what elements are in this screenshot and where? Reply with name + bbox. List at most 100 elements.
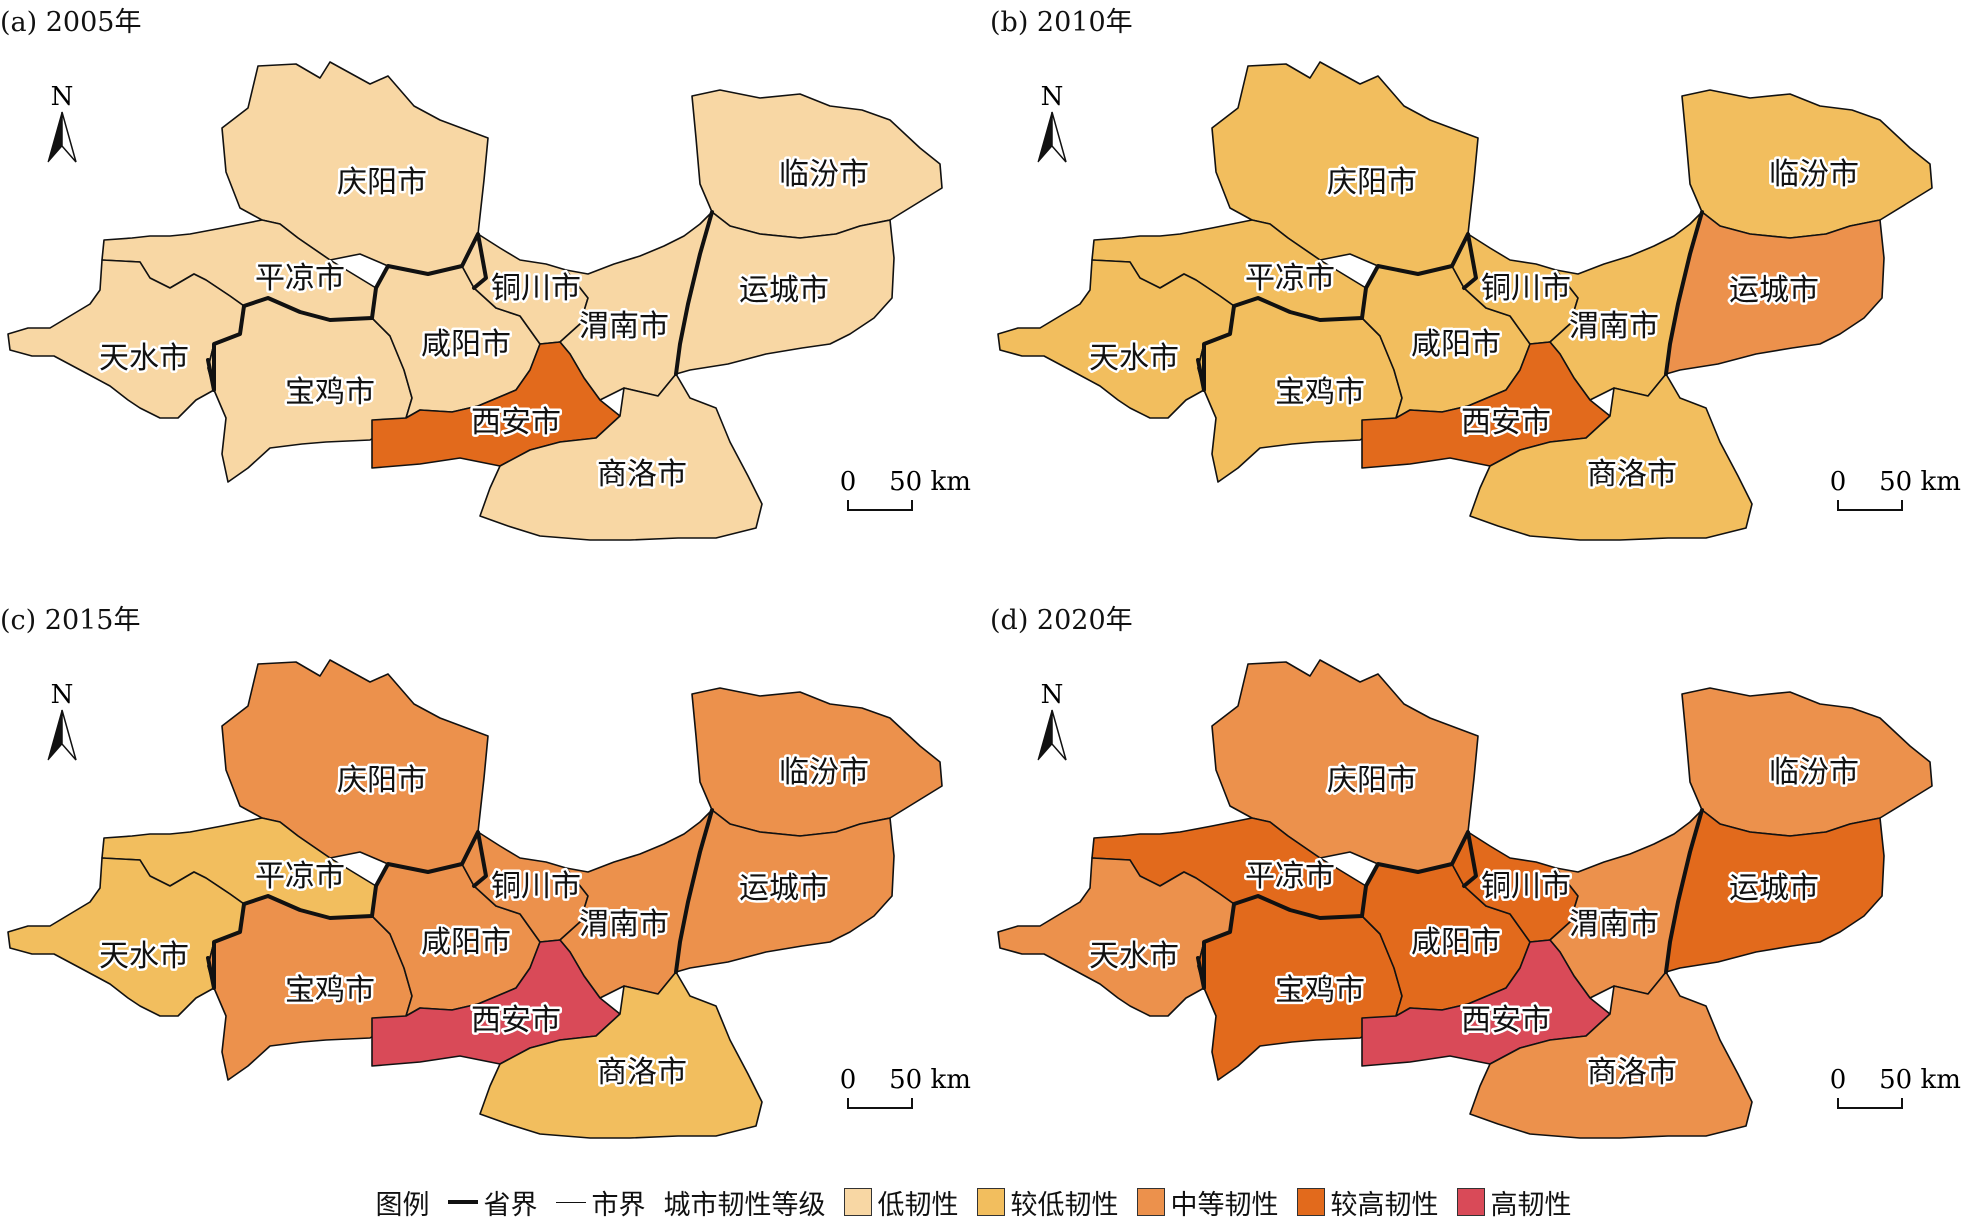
legend-level-label: 低韧性: [877, 1189, 959, 1221]
province-boundary: [674, 210, 714, 376]
north-arrow-icon: [1051, 709, 1067, 761]
north-label: N: [1041, 680, 1064, 710]
city-region-shangluo: [479, 373, 763, 541]
legend-level-3: 较高韧性: [1296, 1183, 1439, 1222]
city-label-weinan: 渭南市: [1569, 907, 1659, 942]
city-label-linfen: 临汾市: [779, 157, 869, 192]
city-label-baoji: 宝鸡市: [285, 375, 375, 410]
map-legend: 图例 省界 市界 城市韧性等级 低韧性 较低韧性 中等韧性 较高韧性 高韧性: [0, 1182, 1965, 1222]
scale-value: 50 km: [889, 467, 971, 497]
city-label-pingliang: 平凉市: [255, 859, 345, 894]
legend-title: 图例: [375, 1189, 430, 1221]
legend-level-label: 较高韧性: [1330, 1189, 1439, 1221]
panel-title: (b) 2010年: [990, 7, 1133, 38]
scale-bar: [1837, 1098, 1903, 1109]
city-label-yuncheng: 运城市: [739, 273, 829, 308]
province-boundary: [206, 232, 488, 392]
city-label-yuncheng: 运城市: [1729, 871, 1819, 906]
legend-province-label: 省界: [483, 1189, 538, 1221]
province-boundary: [206, 830, 488, 990]
scale-value: 50 km: [1879, 1065, 1961, 1095]
city-label-baoji: 宝鸡市: [1275, 375, 1365, 410]
legend-province-boundary: 省界: [447, 1183, 538, 1222]
city-label-xian: 西安市: [471, 1003, 561, 1038]
legend-level-label: 较低韧性: [1010, 1189, 1119, 1221]
city-label-baoji: 宝鸡市: [1275, 973, 1365, 1008]
scale-bar: [1837, 500, 1903, 511]
province-boundary-line-icon: [447, 1200, 478, 1204]
city-label-yuncheng: 运城市: [739, 871, 829, 906]
scale-zero: 0: [1830, 467, 1847, 497]
north-arrow-icon: [1037, 709, 1053, 761]
city-region-tianshui: [7, 857, 245, 1017]
city-label-qingyang: 庆阳市: [337, 763, 427, 798]
north-arrow-icon: [61, 111, 77, 163]
city-region-tianshui: [7, 259, 245, 419]
city-label-pingliang: 平凉市: [1245, 261, 1335, 296]
north-label: N: [51, 82, 74, 112]
province-boundary: [1664, 808, 1704, 974]
north-label: N: [1041, 82, 1064, 112]
city-label-linfen: 临汾市: [1769, 755, 1859, 790]
scale-zero: 0: [1830, 1065, 1847, 1095]
north-arrow-icon: [1051, 111, 1067, 163]
city-label-xianyang: 咸阳市: [421, 327, 511, 362]
city-label-tongchuan: 铜川市: [1481, 869, 1571, 904]
scale-bar: [847, 500, 913, 511]
province-boundary: [1664, 210, 1704, 376]
city-region-tianshui: [997, 259, 1235, 419]
scale-zero: 0: [840, 467, 857, 497]
panel-title: (c) 2015年: [0, 605, 141, 636]
legend-city-label: 市界: [591, 1189, 646, 1221]
city-label-shangluo: 商洛市: [1587, 457, 1677, 492]
scale-value: 50 km: [889, 1065, 971, 1095]
city-region-shangluo: [1469, 373, 1753, 541]
legend-level-1: 较低韧性: [976, 1183, 1119, 1222]
province-boundary: [1196, 830, 1478, 990]
city-label-shangluo: 商洛市: [597, 457, 687, 492]
city-label-tongchuan: 铜川市: [491, 271, 581, 306]
city-region-tianshui: [997, 857, 1235, 1017]
city-label-pingliang: 平凉市: [1245, 859, 1335, 894]
city-region-xian: [1361, 341, 1611, 469]
city-label-weinan: 渭南市: [579, 907, 669, 942]
north-label: N: [51, 680, 74, 710]
scale-zero: 0: [840, 1065, 857, 1095]
province-boundary: [674, 808, 714, 974]
map-panel-2010: (b) 2010年 庆阳市 平凉市 天水市 宝鸡市 咸阳市 铜川市 渭南市 西安市 商洛市 临汾市…: [990, 0, 1965, 610]
city-boundary-line-icon: [555, 1201, 586, 1203]
city-label-linfen: 临汾市: [1769, 157, 1859, 192]
city-region-shangluo: [479, 971, 763, 1139]
city-label-shangluo: 商洛市: [597, 1055, 687, 1090]
city-label-xian: 西安市: [1461, 1003, 1551, 1038]
city-label-tianshui: 天水市: [99, 341, 189, 376]
north-arrow-icon: [47, 709, 63, 761]
legend-swatch: [1456, 1188, 1485, 1216]
city-region-xian: [371, 341, 621, 469]
city-label-yuncheng: 运城市: [1729, 273, 1819, 308]
city-label-qingyang: 庆阳市: [337, 165, 427, 200]
legend-level-title: 城市韧性等级: [663, 1189, 826, 1221]
legend-city-boundary: 市界: [555, 1183, 646, 1222]
map-panel-2015: (c) 2015年 庆阳市 平凉市 天水市 宝鸡市 咸阳市 铜川市 渭南市 西安市 商洛市 临汾市…: [0, 598, 980, 1208]
city-label-pingliang: 平凉市: [255, 261, 345, 296]
panel-title: (d) 2020年: [990, 605, 1133, 636]
city-label-tianshui: 天水市: [1089, 341, 1179, 376]
north-arrow-icon: [1037, 111, 1053, 163]
city-label-xian: 西安市: [1461, 405, 1551, 440]
city-label-baoji: 宝鸡市: [285, 973, 375, 1008]
legend-level-2: 中等韧性: [1136, 1183, 1279, 1222]
city-region-shangluo: [1469, 971, 1753, 1139]
legend-level-label: 中等韧性: [1170, 1189, 1279, 1221]
legend-swatch: [843, 1188, 872, 1216]
city-label-tianshui: 天水市: [1089, 939, 1179, 974]
scale-bar: [847, 1098, 913, 1109]
province-boundary: [1196, 232, 1478, 392]
